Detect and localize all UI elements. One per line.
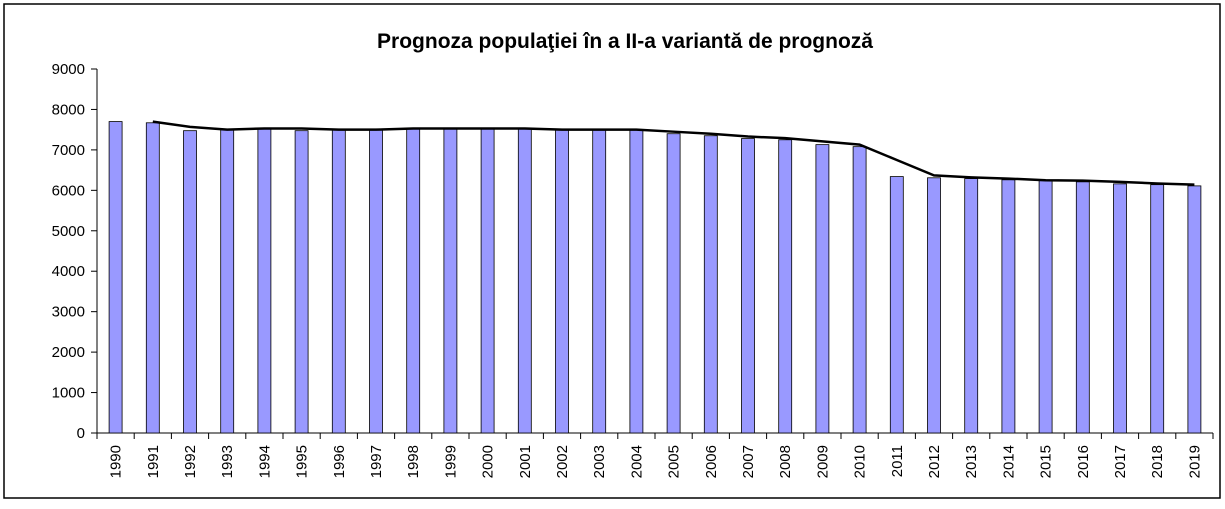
y-tick-label: 5000 xyxy=(52,223,85,240)
x-tick-label: 2018 xyxy=(1149,445,1166,478)
x-tick-label: 2002 xyxy=(554,445,571,478)
x-tick-label: 1994 xyxy=(256,445,273,478)
chart-border xyxy=(3,3,1221,499)
x-tick-label: 1991 xyxy=(145,445,162,478)
chart-title: Prognoza populaţiei în a II-a variantă d… xyxy=(377,30,873,53)
x-tick-label: 2009 xyxy=(814,445,831,478)
x-tick-label: 2005 xyxy=(666,445,683,478)
x-tick-label: 1998 xyxy=(405,445,422,478)
x-tick-label: 2014 xyxy=(1000,445,1017,478)
x-tick-label: 2004 xyxy=(628,445,645,478)
y-tick-label: 3000 xyxy=(52,304,85,321)
x-tick-label: 2016 xyxy=(1075,445,1092,478)
x-tick-label: 2011 xyxy=(889,445,906,477)
x-tick-label: 2010 xyxy=(852,445,869,478)
bar xyxy=(778,139,793,434)
bar xyxy=(406,128,421,434)
x-tick-label: 2017 xyxy=(1112,445,1129,478)
x-tick-label: 1999 xyxy=(442,445,459,478)
x-tick-label: 2003 xyxy=(591,445,608,478)
x-tick-label: 2007 xyxy=(740,445,757,478)
line xyxy=(152,120,1195,186)
x-tick-label: 2000 xyxy=(480,445,497,478)
bar xyxy=(629,129,644,434)
bar xyxy=(294,130,309,434)
x-tick-label: 2012 xyxy=(926,445,943,478)
x-tick-label: 2001 xyxy=(517,445,534,478)
bar xyxy=(852,146,867,434)
bar xyxy=(257,128,272,434)
y-tick-label: 2000 xyxy=(52,344,85,361)
y-tick-label: 9000 xyxy=(52,61,85,78)
bar xyxy=(443,128,458,434)
bar xyxy=(145,122,160,434)
bar xyxy=(964,178,979,434)
x-tick-label: 2019 xyxy=(1186,445,1203,478)
bar xyxy=(666,133,681,434)
bar xyxy=(480,128,495,434)
bar xyxy=(927,177,941,434)
x-tick-label: 1997 xyxy=(368,445,385,478)
y-tick-label: 1000 xyxy=(52,385,85,402)
bar xyxy=(703,135,718,434)
bar xyxy=(741,138,755,434)
x-tick-label: 1995 xyxy=(294,445,311,478)
bar xyxy=(108,121,123,434)
y-tick-label: 4000 xyxy=(52,263,85,280)
x-tick-label: 2008 xyxy=(777,445,794,478)
bar xyxy=(331,129,346,434)
bar xyxy=(1187,185,1202,434)
x-tick-label: 1990 xyxy=(108,445,125,478)
y-tick-label: 7000 xyxy=(52,142,85,159)
bar xyxy=(1075,181,1090,434)
bar xyxy=(1150,184,1165,434)
x-tick-label: 1996 xyxy=(331,445,348,478)
x-tick-label: 1993 xyxy=(219,445,236,478)
y-tick-label: 0 xyxy=(77,425,85,442)
bar xyxy=(1038,180,1053,434)
bar xyxy=(815,144,830,434)
x-tick-label: 2006 xyxy=(703,445,720,478)
x-tick-label: 2013 xyxy=(963,445,980,478)
bar xyxy=(1001,179,1016,434)
bar xyxy=(592,129,607,434)
bar xyxy=(183,130,197,434)
x-tick-label: 1992 xyxy=(182,445,199,478)
bar xyxy=(889,176,904,434)
bar xyxy=(555,129,569,434)
bar xyxy=(220,129,235,434)
y-tick-label: 8000 xyxy=(52,101,85,118)
x-tick-label: 2015 xyxy=(1038,445,1055,478)
y-tick-label: 6000 xyxy=(52,182,85,199)
bar xyxy=(517,128,532,434)
bar xyxy=(1113,183,1127,434)
bar xyxy=(369,129,383,434)
